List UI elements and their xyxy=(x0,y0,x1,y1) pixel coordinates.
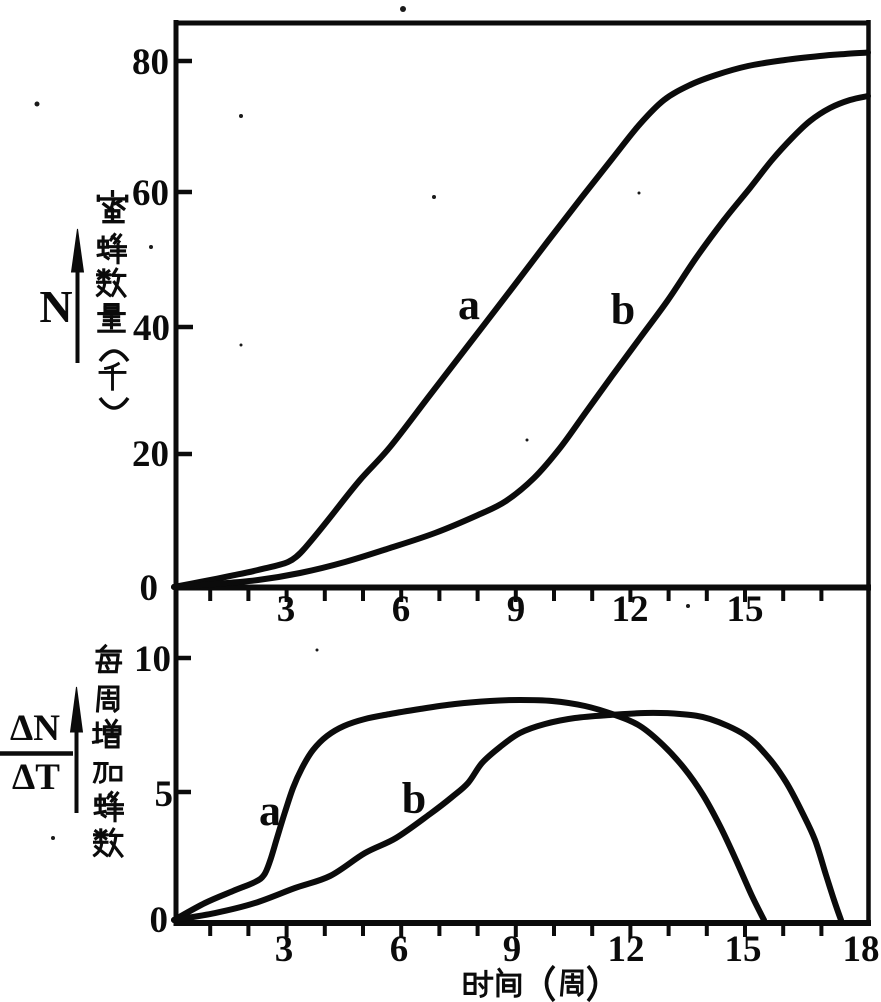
svg-text:b: b xyxy=(402,774,426,823)
svg-text:18: 18 xyxy=(843,929,880,970)
svg-text:6: 6 xyxy=(390,929,409,970)
svg-text:12: 12 xyxy=(608,929,645,970)
svg-text:5: 5 xyxy=(155,774,174,815)
svg-text:15: 15 xyxy=(727,589,764,630)
svg-text:12: 12 xyxy=(612,589,649,630)
svg-text:9: 9 xyxy=(503,929,522,970)
svg-text:15: 15 xyxy=(725,929,762,970)
svg-text:b: b xyxy=(611,285,635,334)
svg-text:ΔT: ΔT xyxy=(12,757,60,798)
svg-text:40: 40 xyxy=(133,308,170,349)
svg-text:0: 0 xyxy=(150,900,169,941)
svg-text:80: 80 xyxy=(132,42,169,83)
svg-text:9: 9 xyxy=(507,589,526,630)
svg-text:6: 6 xyxy=(392,589,411,630)
svg-text:a: a xyxy=(259,786,281,835)
svg-text:60: 60 xyxy=(132,173,169,214)
svg-text:3: 3 xyxy=(275,929,294,970)
svg-text:3: 3 xyxy=(277,589,296,630)
svg-text:10: 10 xyxy=(134,639,171,680)
svg-text:N: N xyxy=(39,281,72,332)
svg-text:ΔN: ΔN xyxy=(10,708,60,749)
svg-text:20: 20 xyxy=(132,434,169,475)
svg-text:a: a xyxy=(458,280,480,329)
svg-text:0: 0 xyxy=(140,568,159,609)
